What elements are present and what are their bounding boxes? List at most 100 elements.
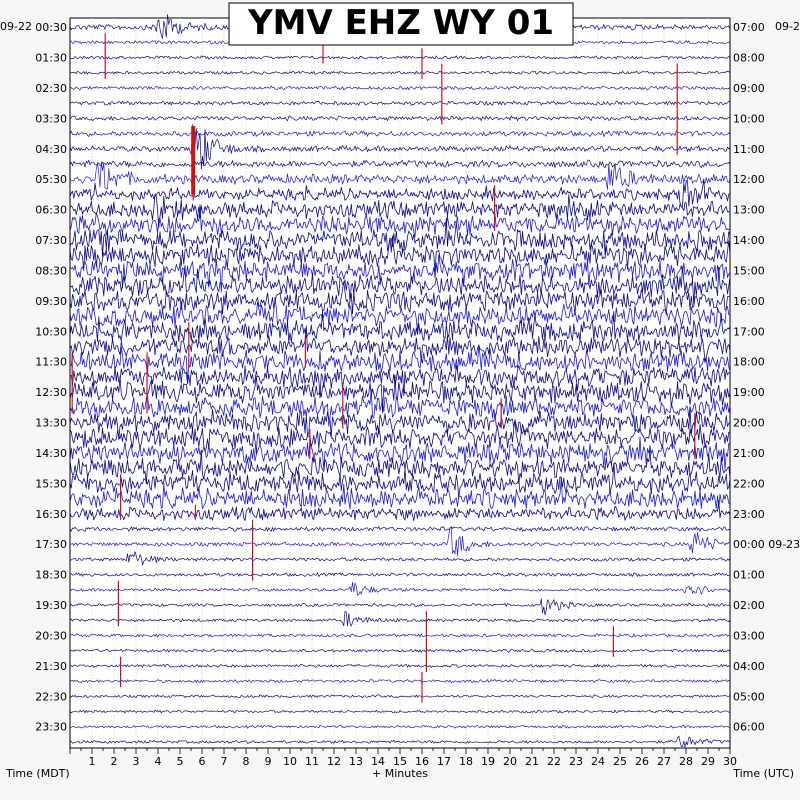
seismic-trace xyxy=(69,85,731,91)
right-hour-label: 23:00 xyxy=(733,508,765,521)
seismic-trace xyxy=(69,100,731,106)
left-hour-label: 13:30 xyxy=(35,417,67,430)
seismic-trace xyxy=(69,663,731,668)
right-time-labels: 07:00 08:00 09:00 10:00 11:00 12:00 13:00 14:00… xyxy=(733,21,800,734)
x-tick-label: 24 xyxy=(591,755,605,768)
seismic-trace xyxy=(69,161,731,190)
left-hour-label: 06:30 xyxy=(35,204,67,217)
right-hour-label: 16:00 xyxy=(733,295,765,308)
seismic-trace xyxy=(69,436,731,471)
x-tick-label: 2 xyxy=(111,755,118,768)
seismic-trace xyxy=(69,648,731,653)
seismic-trace xyxy=(69,204,731,238)
seismic-trace xyxy=(69,55,731,60)
seismic-trace xyxy=(69,178,731,208)
seismic-trace xyxy=(69,70,731,75)
right-hour-label: 14:00 xyxy=(733,234,765,247)
left-hour-label: 14:30 xyxy=(35,447,67,460)
right-hour-label: 10:00 xyxy=(733,112,765,125)
left-axis-title: Time (MDT) xyxy=(5,767,70,780)
seismic-trace xyxy=(69,581,731,596)
seismic-trace xyxy=(69,130,731,137)
seismic-trace xyxy=(69,463,731,499)
right-hour-label: 11:00 xyxy=(733,143,765,156)
seismic-trace xyxy=(70,724,731,729)
left-hour-label: 18:30 xyxy=(35,569,67,582)
left-hour-label: 08:30 xyxy=(35,264,67,277)
seismic-trace xyxy=(69,235,731,273)
seismic-trace xyxy=(69,419,731,455)
x-tick-label: 23 xyxy=(569,755,583,768)
right-hour-label: 12:00 xyxy=(733,173,765,186)
seismic-trace xyxy=(69,310,731,343)
title-box xyxy=(228,2,574,46)
x-tick-label: 7 xyxy=(221,755,228,768)
x-tick-label: 20 xyxy=(503,755,517,768)
seismic-trace xyxy=(69,526,731,532)
seismic-trace xyxy=(69,365,730,399)
chart-title: YMV EHZ WY 01 xyxy=(247,3,554,43)
right-hour-label: 06:00 xyxy=(733,721,765,734)
left-hour-label: 11:30 xyxy=(35,356,67,369)
x-tick-label: 5 xyxy=(177,755,184,768)
seismic-trace xyxy=(69,124,731,188)
seismic-trace xyxy=(69,374,731,414)
left-hour-label: 15:30 xyxy=(35,477,67,490)
left-hour-label: 07:30 xyxy=(35,234,67,247)
left-hour-label: 22:30 xyxy=(35,690,67,703)
left-hour-label: 20:30 xyxy=(35,629,67,642)
x-tick-label: 28 xyxy=(679,755,693,768)
seismic-trace xyxy=(69,388,731,427)
seismic-trace xyxy=(69,345,731,382)
x-tick-label: 9 xyxy=(265,755,272,768)
seismic-trace xyxy=(69,254,731,293)
x-tick-label: 27 xyxy=(657,755,671,768)
right-hour-label: 05:00 xyxy=(733,690,765,703)
right-hour-label: 18:00 xyxy=(733,356,765,369)
right-hour-label: 08:00 xyxy=(733,52,765,65)
left-hour-label: 09:30 xyxy=(35,295,67,308)
right-hour-label: 21:00 xyxy=(733,447,765,460)
left-hour-label: 03:30 xyxy=(35,112,67,125)
x-tick-label: 21 xyxy=(525,755,539,768)
right-date-label: 09-2 xyxy=(775,20,800,33)
seismic-trace xyxy=(69,449,731,485)
left-hour-label: 21:30 xyxy=(35,660,67,673)
event-picks xyxy=(71,33,696,703)
right-hour-label: 22:00 xyxy=(733,477,765,490)
x-tick-label: 11 xyxy=(305,755,319,768)
seismic-trace xyxy=(69,217,731,257)
seismic-trace xyxy=(69,633,731,638)
left-hour-label: 05:30 xyxy=(35,173,67,186)
left-hour-label: 10:30 xyxy=(35,325,67,338)
seismic-trace xyxy=(69,735,731,748)
seismic-trace xyxy=(69,115,731,122)
x-tick-label: 26 xyxy=(635,755,649,768)
left-hour-label: 12:30 xyxy=(35,386,67,399)
x-tick-label: 22 xyxy=(547,755,561,768)
seismic-trace xyxy=(69,694,731,699)
right-hour-label: 19:00 xyxy=(733,386,765,399)
right-hour-label: 20:00 xyxy=(733,417,765,430)
x-tick-label: 12 xyxy=(327,755,341,768)
seismic-trace xyxy=(69,325,731,363)
x-tick-label: 13 xyxy=(349,755,363,768)
right-hour-label: 09:00 xyxy=(733,82,765,95)
x-tick-label: 1 xyxy=(89,755,96,768)
right-hour-label: 02:00 xyxy=(733,599,765,612)
right-hour-label: 00:00 09-23 xyxy=(733,538,800,551)
x-tick-label: 19 xyxy=(481,755,495,768)
x-tick-label: 10 xyxy=(283,755,297,768)
x-tick-label: 18 xyxy=(459,755,473,768)
right-hour-label: 15:00 xyxy=(733,264,765,277)
seismic-trace xyxy=(69,477,731,510)
right-hour-label: 13:00 xyxy=(733,204,765,217)
x-tick-label: 14 xyxy=(371,755,385,768)
seismic-trace xyxy=(69,610,731,627)
seismic-trace xyxy=(69,527,731,556)
seismic-trace xyxy=(69,408,731,440)
seismic-trace xyxy=(69,193,731,228)
seismic-traces xyxy=(69,14,731,748)
left-date-label: 09-22 xyxy=(0,20,32,33)
right-hour-label: 03:00 xyxy=(733,629,765,642)
